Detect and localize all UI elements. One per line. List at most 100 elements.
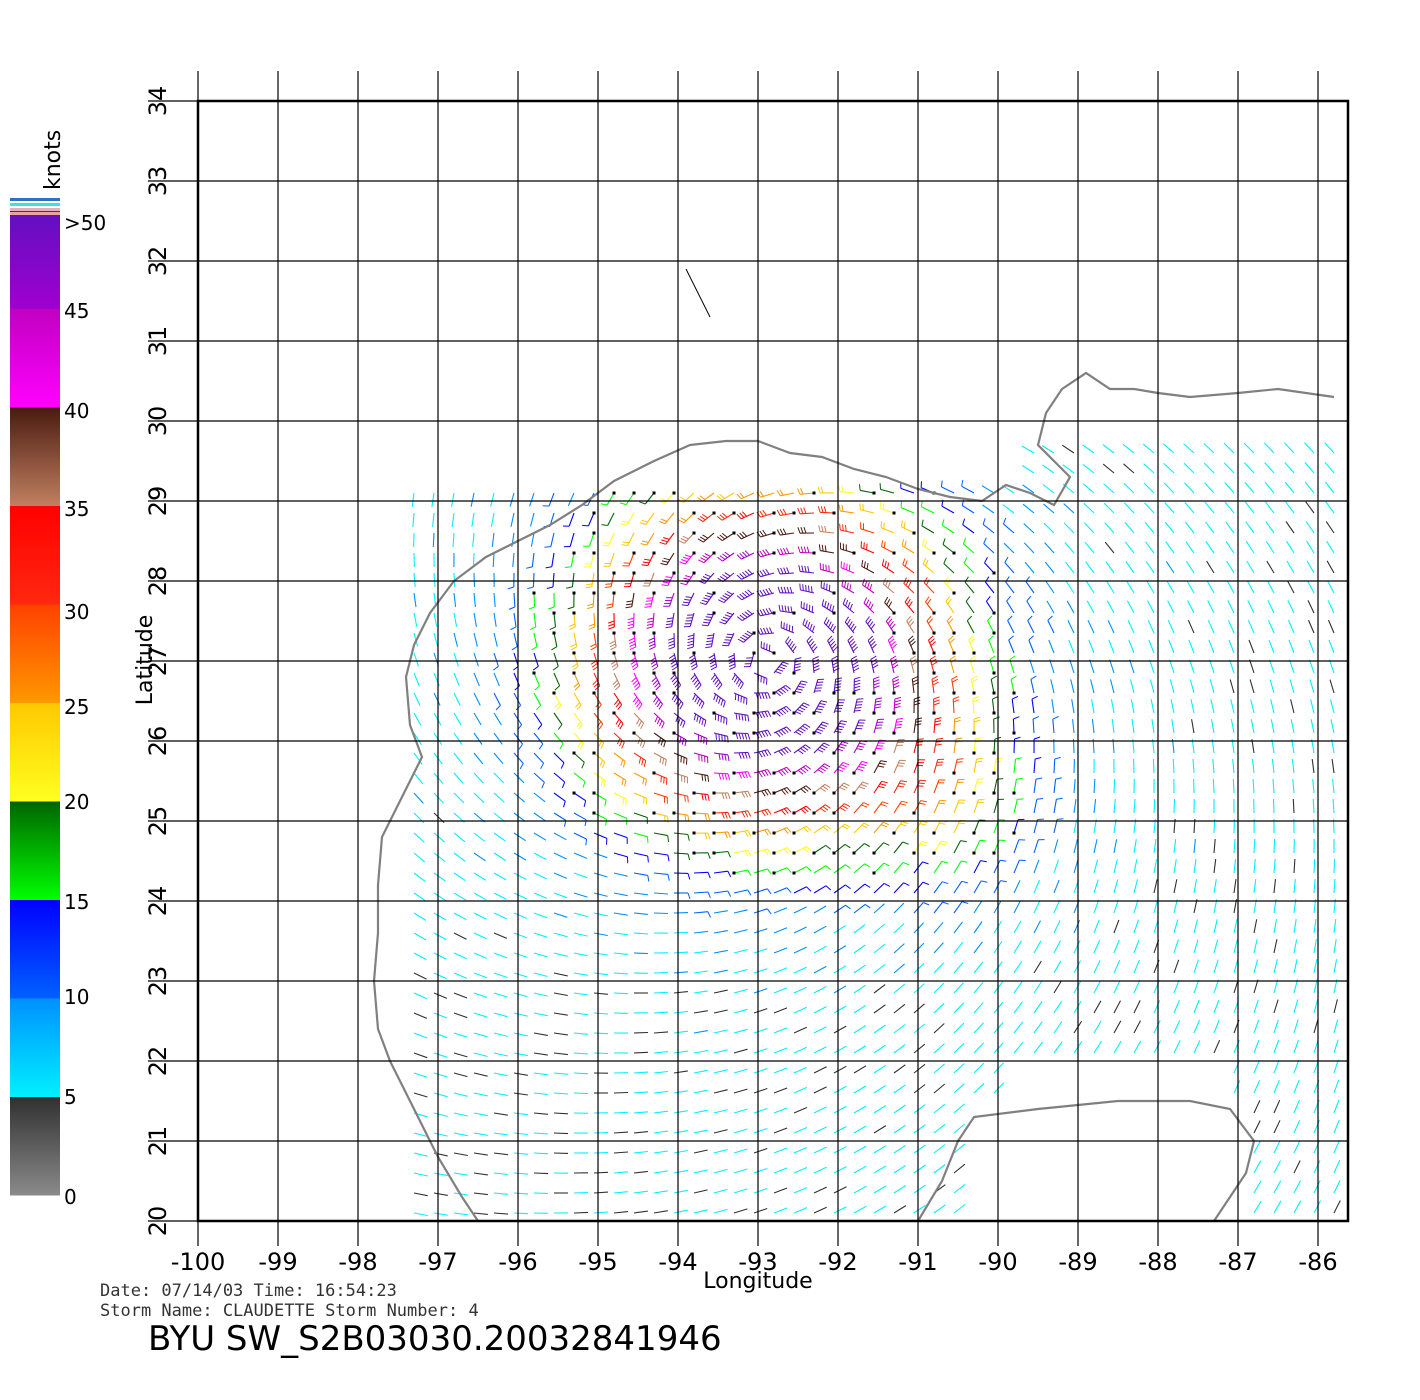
wind-barb [633,1051,649,1054]
wind-barb-feather [853,667,860,672]
wind-barb [733,1148,748,1154]
wind-barb [933,759,939,774]
wind-barb-feather [715,733,717,740]
wind-barb-feather [763,627,767,634]
wind-barb [1293,1160,1301,1174]
wind-barb [913,739,918,754]
river-mark [685,268,711,318]
wind-barb [885,620,895,634]
wind-barb-feather [719,514,725,520]
wind-barb [793,1046,808,1054]
rain-flag [752,831,756,835]
wind-barb [1165,560,1175,574]
wind-barb-feather [920,500,923,507]
wind-barb-feather [871,661,878,666]
wind-barb-feather [892,676,899,680]
wind-barb [533,832,547,841]
wind-barb-feather [705,616,712,618]
wind-barb [1128,639,1135,654]
wind-barb-feather [668,654,675,659]
wind-barb-feather [652,666,659,671]
wind-barb-feather [864,863,871,868]
wind-barb-feather [888,601,893,608]
wind-barb [1253,1039,1260,1054]
wind-barb [1150,699,1155,714]
wind-barb [793,846,807,854]
wind-barb-feather [924,540,928,547]
wind-barb-feather [999,859,1007,862]
wind-barb [533,1152,549,1155]
wind-barb [953,779,959,794]
wind-barb [453,792,465,804]
wind-barb [713,1069,728,1074]
wind-barb [693,1109,708,1114]
rain-flag [592,691,596,695]
wind-barb-feather [858,765,865,769]
wind-barb [793,1146,808,1154]
wind-barb-feather [679,736,682,744]
wind-barb-feather [863,802,870,806]
wind-barb [473,972,488,979]
wind-barb-feather [640,722,645,730]
wind-barb-feather [875,700,882,703]
wind-barb [413,932,427,941]
wind-barb [968,639,975,654]
wind-barb-feather [1007,615,1013,621]
wind-barb-feather [792,645,797,652]
wind-barb-feather [705,646,712,649]
wind-barb [513,792,526,803]
wind-barb [493,1092,508,1096]
wind-barb [551,552,555,567]
wind-barb-feather [767,692,771,699]
wind-barb [553,852,567,860]
wind-barb-feather [571,663,578,668]
wind-barb [853,1085,867,1094]
wind-barb [413,1052,428,1059]
wind-barb [1061,444,1075,454]
wind-barb-feather [841,485,844,493]
wind-barb [673,752,688,759]
wind-barb [608,532,615,547]
wind-barb [1273,1180,1282,1194]
rain-flag [852,771,856,775]
wind-barb-feather [702,513,708,519]
wind-barb [973,1002,984,1014]
wind-barb [873,963,886,974]
wind-barb [773,1187,788,1194]
wind-barb-feather [809,623,813,631]
wind-barb [653,1130,668,1134]
wind-barb [473,912,487,920]
rain-flag [772,831,776,835]
wind-barb [733,1028,748,1034]
wind-barb-feather [712,676,718,683]
wind-barb [1053,1001,1063,1014]
wind-barb-feather [739,593,745,599]
wind-barb [913,962,925,974]
wind-barb [633,1190,648,1194]
wind-barb-feather [866,562,869,570]
wind-barb [953,1163,966,1174]
wind-barb [873,1105,887,1114]
wind-barb-feather [680,517,687,522]
wind-barb-feather [648,643,656,647]
wind-barb [684,552,695,565]
wind-barb [1313,979,1318,994]
wind-barb-feather [928,618,933,624]
wind-barb [673,931,689,934]
wind-barb [988,639,995,654]
wind-barb-feather [942,901,949,905]
wind-barb-feather [783,808,789,814]
wind-barb-feather [859,742,866,745]
wind-barb-feather [578,724,583,730]
wind-barb-feather [892,664,899,669]
wind-barb [1083,483,1095,494]
wind-barb-feather [935,743,942,746]
wind-barb-feather [842,741,849,744]
wind-barb-feather [957,758,964,760]
wind-barb-feather [541,782,545,789]
wind-barb [853,1125,867,1134]
wind-barb [853,1025,867,1034]
wind-barb [613,712,624,725]
wind-barb-feather [789,586,793,594]
wind-barb [633,1150,648,1154]
